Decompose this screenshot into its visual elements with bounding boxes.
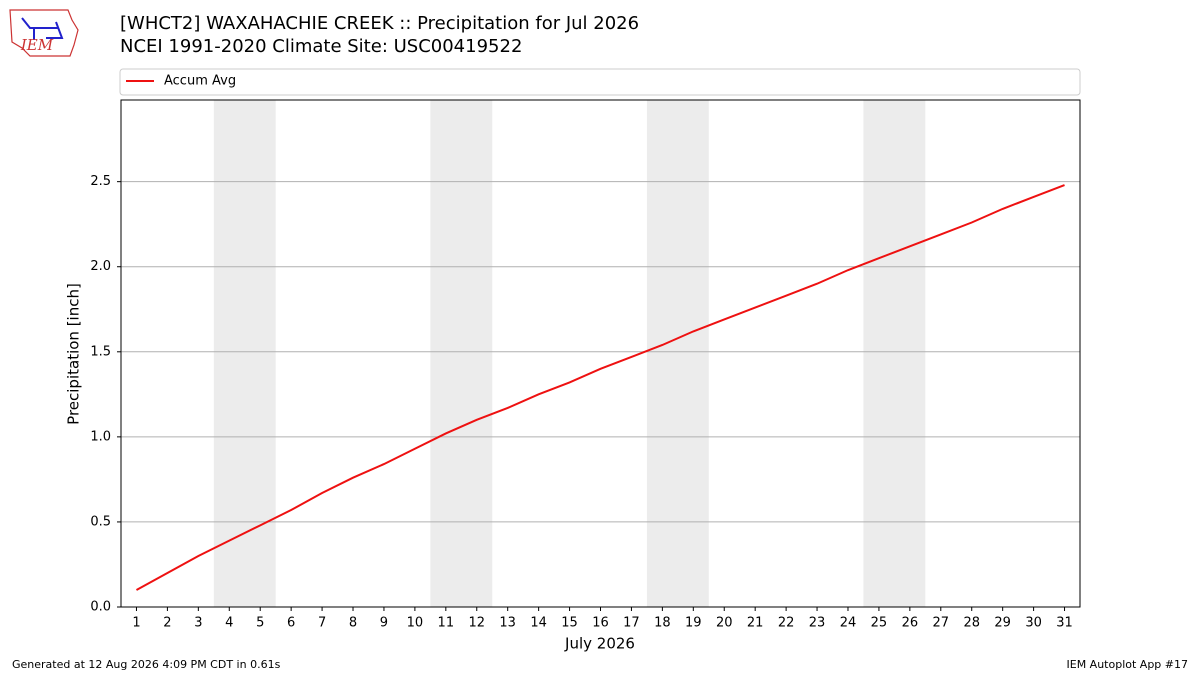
x-tick-label: 26 [902,616,919,631]
x-tick-label: 18 [654,616,671,631]
x-tick-label: 4 [225,616,233,631]
x-tick-label: 3 [194,616,202,631]
y-axis-label: Precipitation [inch] [65,283,83,425]
logo-text: IEM [20,36,54,54]
x-tick-label: 8 [349,616,357,631]
y-tick-label: 1.0 [90,429,111,444]
x-tick-label: 1 [132,616,140,631]
x-tick-label: 23 [809,616,826,631]
x-tick-label: 21 [747,616,764,631]
logo: IEM [9,9,79,57]
x-tick-label: 22 [778,616,795,631]
x-tick-label: 11 [438,616,455,631]
legend-box [119,68,1081,96]
x-tick-label: 24 [840,616,857,631]
x-tick-label: 12 [468,616,485,631]
x-tick-label: 14 [530,616,547,631]
x-tick-label: 29 [994,616,1011,631]
y-tick-label: 0.5 [90,514,111,529]
weekend-band [863,100,926,607]
x-tick-label: 27 [933,616,950,631]
x-tick-label: 30 [1025,616,1042,631]
x-axis-label: July 2026 [564,635,635,653]
plot-frame [120,99,1081,608]
logo-outline [9,9,79,57]
chart-title: [WHCT2] WAXAHACHIE CREEK :: Precipitatio… [120,13,639,34]
x-tick-label: 2 [163,616,171,631]
data-line [135,184,1065,591]
x-tick-label: 25 [871,616,888,631]
x-tick-label: 17 [623,616,640,631]
y-tick-label: 0.0 [90,600,111,615]
x-tick-label: 10 [407,616,424,631]
x-tick-label: 9 [380,616,388,631]
weekend-band [213,100,276,607]
x-tick-label: 31 [1056,616,1073,631]
weekend-band [646,100,709,607]
x-tick-label: 13 [499,616,516,631]
x-tick-label: 19 [685,616,702,631]
x-tick-label: 20 [716,616,733,631]
x-tick-label: 6 [287,616,295,631]
logo-icon [21,17,64,40]
y-tick-label: 2.0 [90,259,111,274]
x-tick-label: 7 [318,616,326,631]
x-tick-label: 16 [592,616,609,631]
legend-label: Accum Avg [164,74,236,89]
x-tick-label: 5 [256,616,264,631]
footer-right: IEM Autoplot App #17 [1067,658,1189,671]
y-tick-label: 2.5 [90,174,111,189]
x-tick-label: 15 [561,616,578,631]
chart-subtitle: NCEI 1991-2020 Climate Site: USC00419522 [120,36,522,57]
footer-left: Generated at 12 Aug 2026 4:09 PM CDT in … [12,658,281,671]
x-tick-label: 28 [963,616,980,631]
weekend-band [430,100,493,607]
y-tick-label: 1.5 [90,344,111,359]
